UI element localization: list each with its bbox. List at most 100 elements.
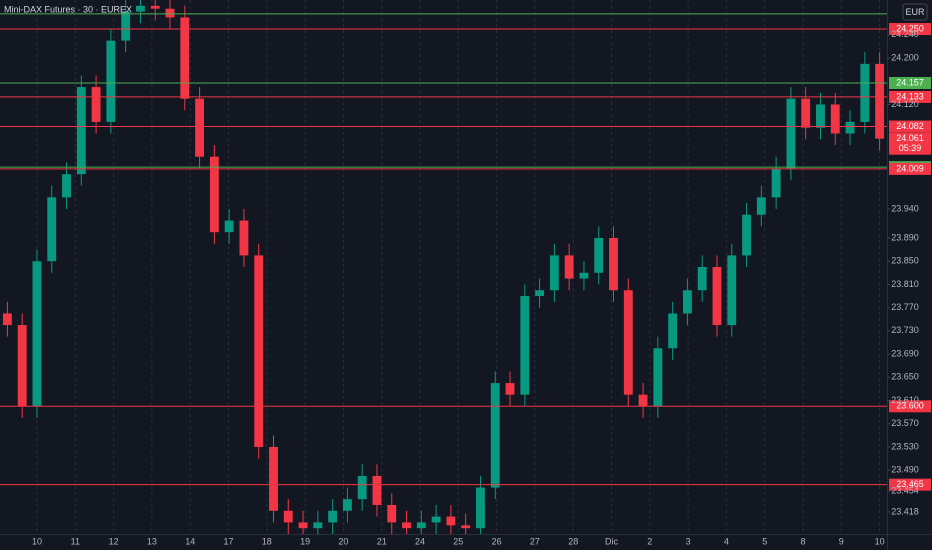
candle-body — [535, 290, 545, 297]
candle-body — [712, 267, 722, 326]
level-label: 24.133 — [896, 91, 924, 101]
candle-body — [239, 220, 249, 256]
level-label: 24.009 — [896, 163, 924, 173]
candle-body — [756, 197, 766, 215]
x-tick-label: 20 — [338, 536, 348, 546]
candle-body — [313, 522, 323, 529]
y-tick-label: 23.454 — [891, 485, 919, 495]
candle-body — [254, 255, 264, 447]
y-tick-label: 24.240 — [891, 29, 919, 39]
candle-body — [771, 168, 781, 198]
y-tick-label: 23.530 — [891, 441, 919, 451]
candle-body — [269, 446, 278, 511]
candle-body — [697, 267, 707, 291]
candle-body — [845, 121, 855, 134]
level-label: 24.250 — [896, 23, 924, 33]
candle-body — [2, 313, 12, 326]
candle-body — [165, 8, 175, 18]
x-tick-label: 18 — [262, 536, 272, 546]
x-tick-label: 12 — [109, 536, 119, 546]
candle-body — [623, 290, 633, 395]
x-tick-label: 24 — [415, 536, 425, 546]
level-label-box — [889, 162, 931, 175]
candle-body — [490, 383, 500, 488]
price-label: 24.061 — [896, 133, 924, 143]
candle-body — [505, 383, 515, 395]
currency-box[interactable] — [902, 3, 928, 21]
candle-body — [727, 255, 737, 326]
x-tick-label: 19 — [300, 536, 310, 546]
candle-body — [742, 214, 751, 256]
y-tick-label: 23.490 — [891, 465, 919, 475]
candle-body — [328, 510, 338, 523]
x-tick-label: 9 — [839, 536, 844, 546]
level-label: 24.082 — [896, 121, 924, 131]
y-tick-label: 23.940 — [891, 203, 919, 213]
candle-body — [298, 522, 308, 529]
y-tick-label: 24.120 — [891, 99, 919, 109]
price-label-box — [889, 132, 931, 155]
level-label-box — [889, 23, 931, 36]
candle-body — [91, 87, 101, 122]
x-tick-label: 5 — [762, 536, 767, 546]
candle-body — [121, 11, 131, 41]
candle-body — [195, 98, 205, 157]
candle-body — [549, 255, 559, 291]
candle-body — [136, 5, 145, 12]
candle-body — [668, 313, 678, 349]
candle-body — [461, 525, 471, 529]
x-tick-label: 17 — [223, 536, 233, 546]
candle-body — [446, 516, 456, 526]
candle-body — [47, 197, 57, 262]
level-label-box — [889, 400, 931, 413]
level-label: 23.465 — [896, 479, 924, 489]
y-tick-label: 23.610 — [891, 395, 919, 405]
x-tick-label: 27 — [530, 536, 540, 546]
y-tick-label: 23.850 — [891, 256, 919, 266]
candle-body — [224, 220, 234, 233]
x-tick-label: 10 — [32, 536, 42, 546]
x-tick-label: 26 — [492, 536, 502, 546]
candle-body — [520, 296, 530, 395]
y-tick-label: 23.570 — [891, 418, 919, 428]
candle-body — [801, 98, 811, 128]
candle-body — [875, 63, 885, 139]
candle-body — [416, 522, 426, 529]
candle-body — [653, 348, 663, 407]
candle-body — [387, 504, 397, 523]
y-tick-label: 23.890 — [891, 232, 919, 242]
x-tick-label: 2 — [647, 536, 652, 546]
x-tick-label: 14 — [185, 536, 195, 546]
candle-body — [209, 156, 219, 233]
currency: EUR — [905, 7, 925, 17]
y-tick-label: 23.770 — [891, 302, 919, 312]
level-label-box — [889, 77, 931, 90]
candle-body — [32, 261, 42, 407]
levels: 24.25024.15724.13324.08224.01224.00923.6… — [0, 13, 931, 491]
candle-body — [357, 475, 367, 500]
candle-body — [76, 87, 86, 175]
y-tick-label: 23.810 — [891, 279, 919, 289]
candle-body — [476, 487, 485, 529]
candle-body — [62, 174, 71, 198]
candle-body — [431, 516, 441, 523]
level-label-box — [889, 120, 931, 133]
x-tick-label: 13 — [147, 536, 157, 546]
candle-body — [816, 104, 825, 128]
y-tick-label: 23.418 — [891, 506, 919, 516]
candle-body — [283, 510, 293, 523]
x-tick-label: 11 — [71, 536, 80, 546]
y-tick-label: 23.730 — [891, 325, 919, 335]
x-tick-label: 3 — [686, 536, 691, 546]
candle-body — [609, 237, 618, 291]
candle-body — [17, 325, 27, 407]
x-tick-label: 4 — [724, 536, 729, 546]
y-tick-label: 23.650 — [891, 372, 919, 382]
level-label: 23.600 — [896, 401, 924, 411]
grid — [36, 0, 881, 534]
candle-body — [180, 17, 190, 99]
candle-body — [682, 290, 692, 314]
y-tick-label: 24.200 — [891, 52, 919, 62]
